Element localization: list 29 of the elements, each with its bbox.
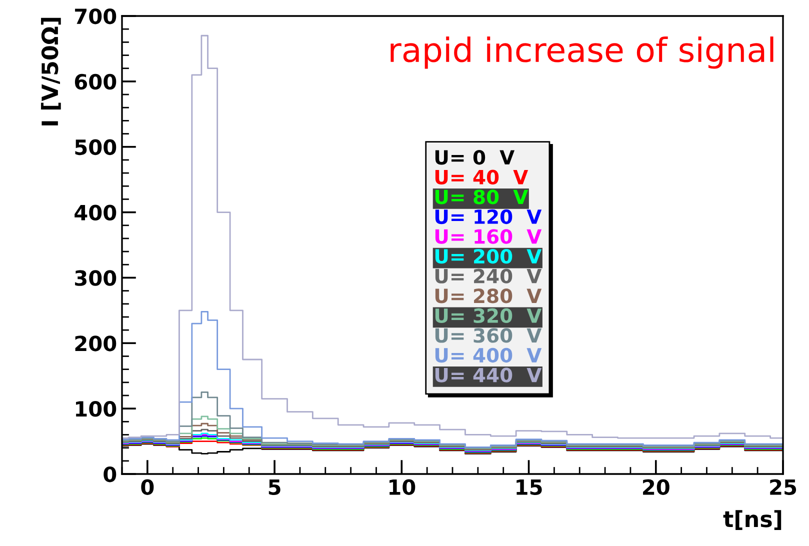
text: U= 200 V [435, 248, 542, 264]
y-tick-label: 100 [76, 401, 116, 417]
y-tick-label: 0 [104, 466, 116, 482]
y-tick-label: 400 [74, 204, 116, 220]
y-tick-label: 700 [75, 8, 116, 24]
y-tick-label: 600 [74, 74, 116, 90]
text: U= 280 V [435, 288, 542, 304]
x-tick-label: 15 [516, 480, 542, 495]
text: U= 320 V [435, 308, 542, 324]
y-axis-title: I [V/50Ω] [41, 18, 61, 126]
y-tick-label: 200 [75, 336, 116, 352]
text: U= 400 V [435, 348, 542, 363]
x-tick-label: 10 [390, 479, 416, 495]
x-tick-label: 25 [770, 479, 796, 495]
annotation: rapid increase of signal [390, 36, 774, 69]
text: U= 440 V [435, 368, 542, 382]
x-axis-title: t[ns] [723, 510, 782, 530]
y-tick-label: 300 [75, 270, 116, 286]
text: U= 240 V [435, 268, 542, 284]
text: U= 0 V [435, 150, 515, 165]
x-tick-label: 0 [141, 479, 154, 495]
text: U= 120 V [435, 209, 542, 224]
x-tick-label: 20 [643, 479, 670, 495]
y-tick-label: 500 [75, 139, 116, 156]
text: U= 360 V [435, 328, 542, 343]
x-tick-label: 5 [268, 480, 280, 495]
text: U= 40 V [435, 170, 528, 184]
text: U= 80 V [435, 190, 528, 204]
text: U= 160 V [435, 229, 542, 244]
